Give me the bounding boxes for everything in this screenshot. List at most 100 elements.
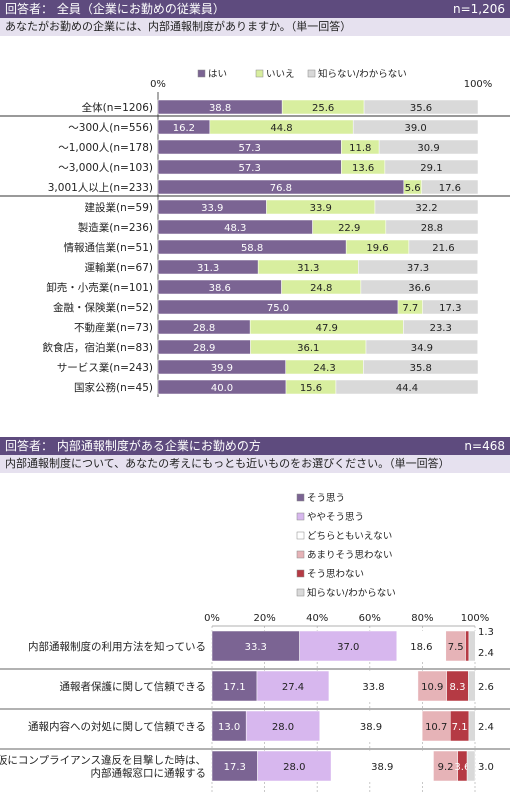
legend-swatch — [296, 550, 305, 559]
bar-segment — [257, 750, 332, 782]
data-label: 7.7 — [402, 303, 418, 314]
data-label: 9.2 — [438, 762, 454, 773]
data-label: 21.6 — [432, 243, 454, 254]
legend-label: はい — [208, 69, 227, 80]
data-label: 38.8 — [209, 103, 231, 114]
data-label: 18.6 — [410, 642, 432, 653]
category-label: 製造業(n=236) — [78, 221, 153, 234]
data-label: 36.1 — [297, 343, 319, 354]
data-label: 2.6 — [478, 682, 494, 693]
data-label: 3.0 — [478, 762, 494, 773]
bar-segment — [468, 670, 476, 702]
x-tick-label: 100% — [464, 79, 493, 90]
data-label: 44.4 — [396, 383, 418, 394]
bar-segment — [421, 710, 451, 742]
bar-segment — [468, 630, 476, 662]
data-label: 3.6 — [454, 762, 470, 773]
section1-question: あなたがお勤めの企業には、内部通報制度がありますか。（単一回答） — [0, 18, 510, 36]
x-tick-label: 0% — [204, 613, 220, 624]
legend-swatch — [296, 493, 305, 502]
legend-label: そう思わない — [307, 569, 364, 580]
data-label: 48.3 — [224, 223, 246, 234]
data-label: 28.8 — [193, 323, 215, 334]
category-label: 内部通報窓口に通報する — [91, 767, 207, 780]
legend-label: どちらともいえない — [307, 531, 392, 542]
bar-segment — [363, 359, 479, 375]
bar-segment — [211, 630, 300, 662]
section2-header: 回答者： 内部通報制度がある企業にお勤めの方 n=468 — [0, 437, 510, 455]
data-label: 34.9 — [411, 343, 433, 354]
x-tick-label: 80% — [411, 613, 433, 624]
data-label: 28.8 — [421, 223, 443, 234]
x-tick-label: 60% — [359, 613, 381, 624]
legend-swatch — [197, 69, 206, 78]
data-label: 33.9 — [201, 203, 223, 214]
data-label: 17.3 — [224, 762, 246, 773]
data-label: 58.8 — [241, 243, 263, 254]
data-label: 19.6 — [366, 243, 388, 254]
data-label: 1.3 — [478, 627, 494, 638]
bar-segment — [433, 750, 458, 782]
bar-segment — [396, 630, 447, 662]
bar-segment — [299, 630, 398, 662]
bar-segment — [335, 379, 479, 395]
bar-segment — [363, 99, 479, 115]
data-label: 35.8 — [410, 363, 432, 374]
data-label: 5.6 — [405, 183, 421, 194]
data-label: 31.3 — [197, 263, 219, 274]
data-label: 8.3 — [450, 682, 466, 693]
bar-segment — [360, 279, 479, 295]
bar-segment — [384, 159, 479, 175]
data-label: 31.3 — [297, 263, 319, 274]
x-tick-label: 0% — [150, 79, 166, 90]
legend-swatch — [296, 531, 305, 540]
data-label: 10.9 — [421, 682, 443, 693]
data-label: 17.1 — [223, 682, 245, 693]
data-label: 7.5 — [448, 642, 464, 653]
section2-title: 回答者： 内部通報制度がある企業にお勤めの方 — [5, 439, 261, 453]
bar-segment — [422, 299, 479, 315]
data-label: 47.9 — [316, 323, 338, 334]
bar-segment — [211, 670, 258, 702]
data-label: 15.6 — [300, 383, 322, 394]
x-tick-label: 20% — [253, 613, 275, 624]
data-label: 33.8 — [362, 682, 384, 693]
bar-segment — [468, 710, 476, 742]
legend-swatch — [296, 569, 305, 578]
category-label: 全体(n=1206) — [82, 101, 153, 114]
bar-segment — [385, 219, 479, 235]
data-label: 38.9 — [371, 762, 393, 773]
category-label: 通報内容への対処に関して信頼できる — [28, 720, 206, 733]
legend-label: ややそう思う — [307, 512, 364, 523]
section1-sample-size: n=1,206 — [452, 2, 505, 16]
category-label: 金融・保険業(n=52) — [53, 301, 153, 314]
data-label: 39.0 — [404, 123, 426, 134]
data-label: 76.8 — [270, 183, 292, 194]
legend-label: 知らない/わからない — [318, 68, 407, 80]
category-label: 飲食店，宿泊業(n=83) — [42, 341, 153, 354]
data-label: 24.3 — [313, 363, 335, 374]
bar-segment — [352, 119, 479, 135]
data-label: 25.6 — [312, 103, 334, 114]
chart-1: はい いいえ 知らない/わからない 0% 100% 全体(n=1206) 38.8 25.6 3… — [0, 68, 510, 397]
data-label: 36.6 — [408, 283, 430, 294]
bar-segment — [374, 199, 479, 215]
bar-segment — [466, 750, 476, 782]
bar-segment — [211, 710, 247, 742]
data-label: 24.8 — [310, 283, 332, 294]
category-label: 仮にコンプライアンス違反を目撃した時は、 — [0, 754, 206, 767]
bar-segment — [378, 139, 479, 155]
data-label: 2.4 — [478, 722, 494, 733]
bar-segment — [319, 710, 423, 742]
bar-segment — [328, 670, 419, 702]
data-label: 13.0 — [218, 722, 240, 733]
legend-swatch — [296, 588, 305, 597]
data-label: 7.1 — [452, 722, 468, 733]
category-label: 運輸業(n=67) — [84, 261, 153, 274]
data-label: 32.2 — [415, 203, 437, 214]
category-label: 卸売・小売業(n=101) — [46, 281, 153, 294]
section2-question: 内部通報制度について、あなたの考えにもっとも近いものをお選びください。（単一回答… — [0, 455, 510, 473]
data-label: 29.1 — [420, 163, 442, 174]
bar-segment — [211, 750, 258, 782]
legend-swatch — [255, 69, 264, 78]
